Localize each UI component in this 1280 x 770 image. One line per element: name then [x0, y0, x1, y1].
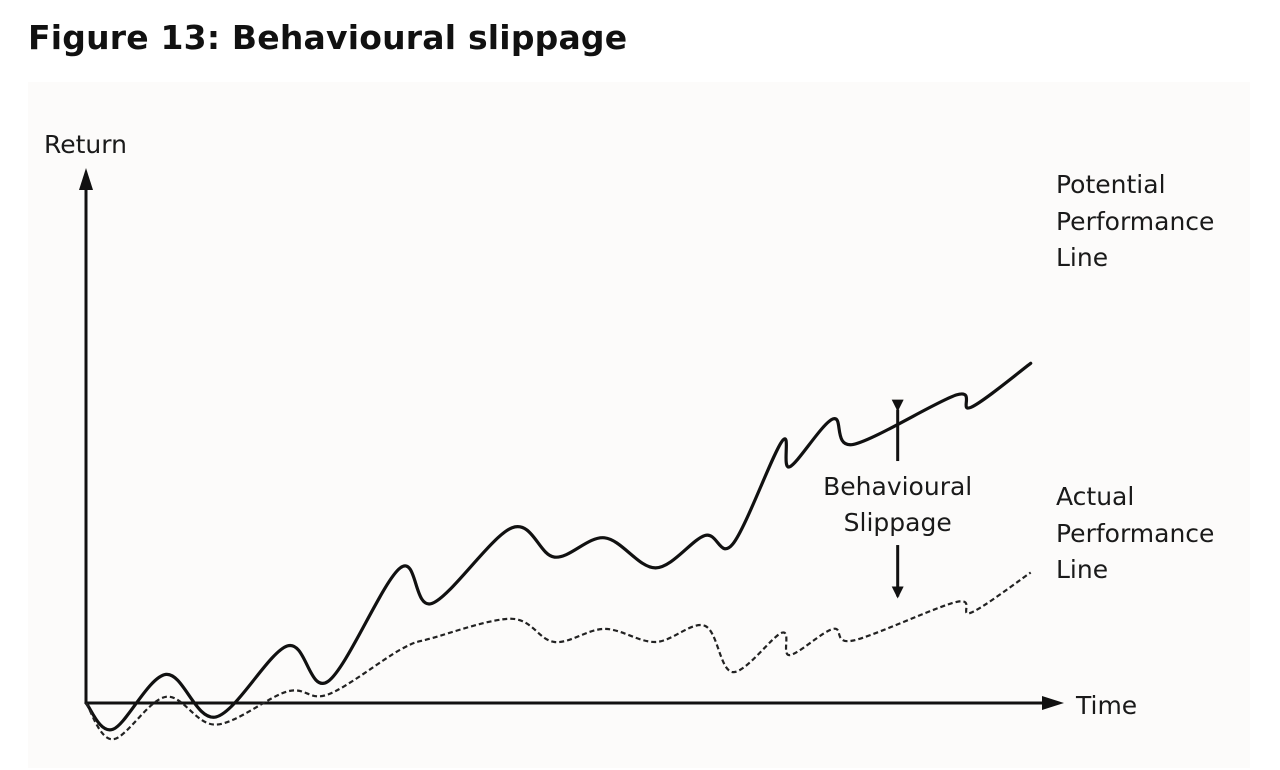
figure-title: Figure 13: Behavioural slippage [28, 18, 628, 57]
potential-line-label-3: Line [1056, 243, 1108, 272]
actual-line-label-3: Line [1056, 555, 1108, 584]
x-axis-label: Time [1075, 691, 1137, 720]
x-axis-arrow-icon [1042, 696, 1064, 710]
actual-line-label-1: Actual [1056, 482, 1134, 511]
slippage-label-2: Slippage [844, 508, 952, 537]
potential-performance-line [84, 361, 1033, 732]
potential-line-label-2: Performance [1056, 207, 1214, 236]
actual-line-label-2: Performance [1056, 519, 1214, 548]
plot-panel [28, 82, 1250, 768]
slippage-label-1: Behavioural [823, 472, 972, 501]
y-axis-label: Return [44, 130, 127, 159]
slippage-label-background [817, 461, 978, 546]
potential-line-label-1: Potential [1056, 170, 1166, 199]
actual-performance-line [85, 571, 1032, 741]
y-axis-arrow-icon [79, 168, 93, 190]
